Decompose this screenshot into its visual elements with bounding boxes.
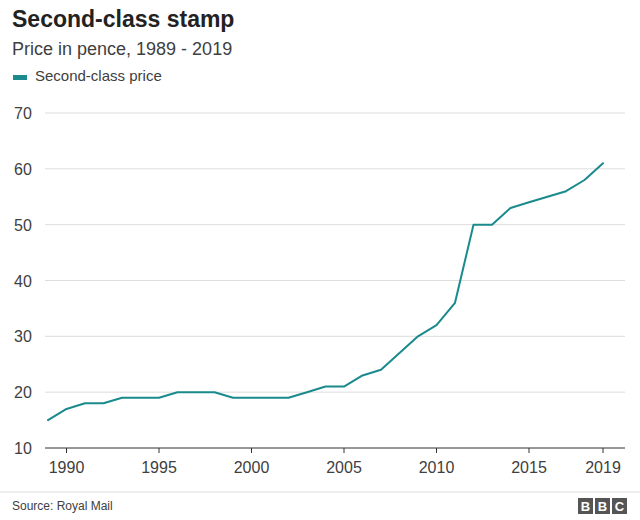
- x-tick: [159, 448, 160, 453]
- x-tick-label: 1990: [49, 459, 85, 476]
- logo-box: [578, 498, 593, 514]
- plot-area: [48, 163, 603, 420]
- x-tick-label: 2010: [419, 459, 455, 476]
- grid-line: [45, 224, 625, 225]
- chart: Second-class stamp Price in pence, 1989 -…: [0, 0, 640, 520]
- grid-line: [45, 336, 625, 337]
- logo-letter: B: [598, 499, 607, 514]
- grid-line: [45, 392, 625, 393]
- x-tick: [344, 448, 345, 453]
- legend-swatch: [13, 75, 27, 80]
- legend-label: Second-class price: [35, 67, 162, 84]
- logo-box: [595, 498, 610, 514]
- y-tick-label: 40: [14, 273, 32, 290]
- y-tick-label: 50: [14, 217, 32, 234]
- series-line: [48, 163, 603, 420]
- grid-line: [45, 168, 625, 169]
- x-tick: [436, 448, 437, 453]
- x-tick-label: 2019: [585, 459, 621, 476]
- source: Source: Royal Mail: [12, 499, 113, 513]
- y-tick-label: 10: [14, 440, 32, 457]
- logo-letter: B: [581, 499, 590, 514]
- footer-rule: [0, 492, 640, 493]
- x-axis-line: [45, 448, 625, 449]
- y-tick-label: 70: [14, 105, 32, 122]
- x-tick: [66, 448, 67, 453]
- y-tick-label: 30: [14, 328, 32, 345]
- x-tick: [603, 448, 604, 453]
- grid-line: [45, 280, 625, 281]
- title: Second-class stamp: [12, 6, 234, 32]
- logo-box: [612, 498, 627, 514]
- x-tick-label: 2015: [511, 459, 547, 476]
- y-tick-label: 60: [14, 161, 32, 178]
- grid-line: [45, 113, 625, 114]
- y-tick-label: 20: [14, 384, 32, 401]
- x-tick-label: 1995: [141, 459, 177, 476]
- logo-letter: C: [615, 499, 625, 514]
- x-tick-label: 2000: [234, 459, 270, 476]
- x-tick-label: 2005: [326, 459, 362, 476]
- subtitle: Price in pence, 1989 - 2019: [12, 39, 232, 59]
- x-tick: [529, 448, 530, 453]
- x-tick: [251, 448, 252, 453]
